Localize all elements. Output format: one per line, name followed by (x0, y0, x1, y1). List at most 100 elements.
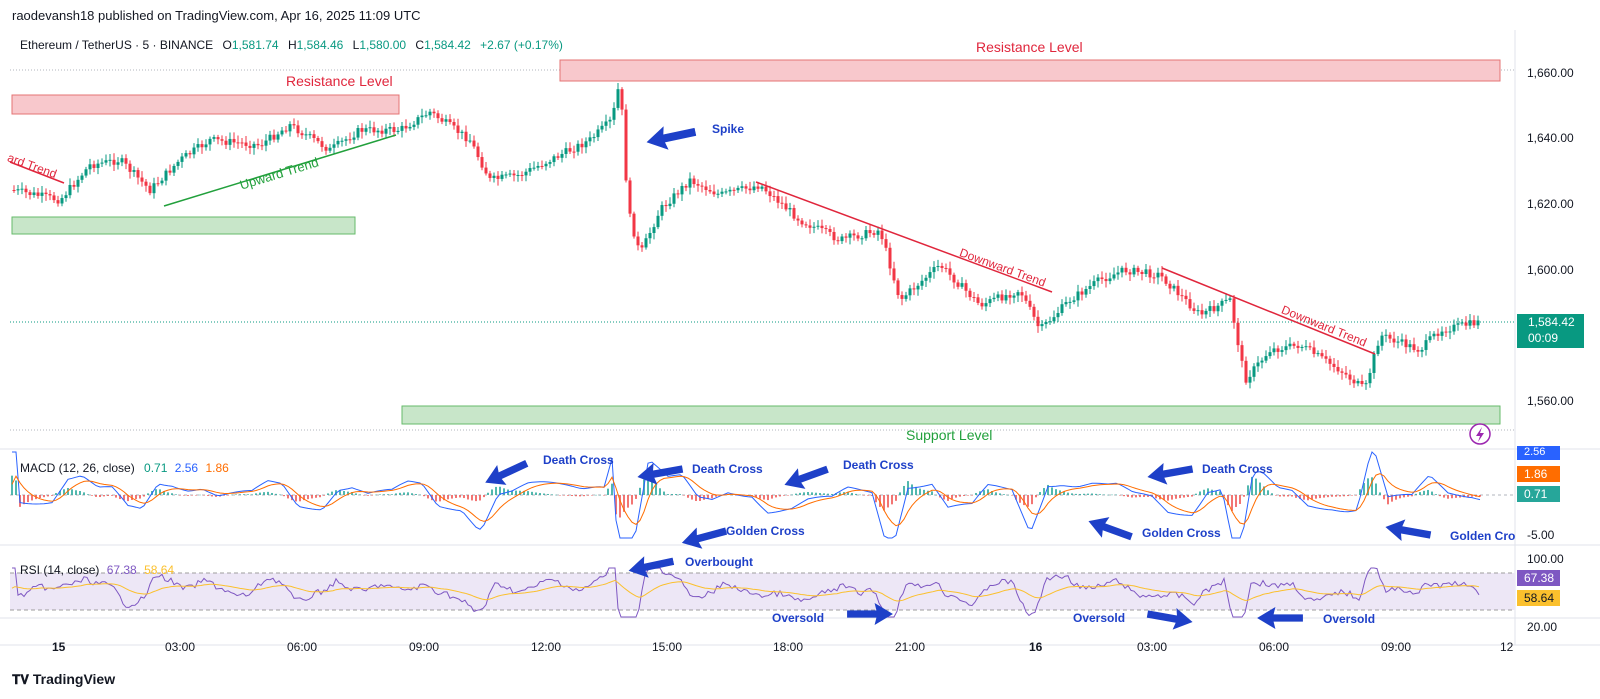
macd-hist-bar (1443, 495, 1445, 498)
resistance-zone-top[interactable] (559, 59, 1501, 82)
candle-body (612, 107, 616, 120)
macd-hist-bar (367, 495, 369, 496)
macd-hist-bar (103, 495, 105, 497)
macd-hist-bar (1011, 495, 1013, 496)
candle-body (132, 170, 136, 172)
macd-hist-bar (1163, 495, 1165, 501)
candle-body (1356, 381, 1360, 384)
trendline-down-1[interactable] (755, 181, 1053, 293)
candle-body (672, 193, 676, 204)
macd-hist-bar (755, 495, 757, 498)
macd-hist-bar (883, 495, 885, 511)
candle-body (832, 231, 836, 241)
macd-hist-bar (1043, 488, 1045, 495)
candle-body (1012, 295, 1016, 298)
trend-lines[interactable] (9, 134, 1376, 355)
candle-body (292, 124, 296, 126)
macd-hist-bar (203, 495, 205, 496)
candle-body (284, 130, 288, 132)
macd-hist-bar (1279, 495, 1281, 497)
candle-body (600, 125, 604, 130)
candle-body (724, 191, 728, 193)
candle-body (1400, 339, 1404, 342)
macd-hist-bar (503, 488, 505, 495)
candle-body (752, 186, 756, 191)
rsi-legend[interactable]: RSI (14, close) 67.38 58.64 (20, 563, 174, 577)
macd-hist-bar (1191, 495, 1193, 497)
macd-hist-bar (1035, 495, 1037, 498)
candle-body (868, 230, 872, 234)
support-zone[interactable] (401, 405, 1501, 425)
macd-hist-bar (87, 494, 89, 495)
macd-hist-bar (547, 493, 549, 495)
macd-hist-bar (1351, 495, 1353, 496)
macd-hist-bar (823, 493, 825, 495)
macd-hist-bar (115, 495, 117, 498)
macd-hist-bar (243, 494, 245, 495)
macd-hist-bar (1063, 491, 1065, 495)
candle-body (376, 130, 380, 133)
rsi-ma-value: 58.64 (144, 563, 175, 577)
candle-body (756, 186, 760, 189)
candle-body (1148, 269, 1152, 278)
macd-hist-bar (99, 495, 101, 498)
candle-body (164, 170, 168, 181)
trendline-down-left[interactable] (9, 161, 65, 184)
candle-body (744, 186, 748, 189)
support-zone-left[interactable] (11, 216, 356, 235)
macd-hist-bar (659, 488, 661, 495)
candle-body (340, 140, 344, 142)
macd-hist-bar (1363, 483, 1365, 495)
macd-hist-bar (991, 491, 993, 495)
macd-hist-bar (1055, 489, 1057, 495)
symbol-name[interactable]: Ethereum / TetherUS · 5 · BINANCE (20, 38, 214, 52)
change-value: +2.67 (+0.17%) (480, 38, 563, 52)
candle-body (1364, 383, 1368, 385)
candle-body (1268, 352, 1272, 357)
candle-body (384, 128, 388, 134)
price-tick: 1,560.00 (1527, 394, 1574, 408)
candle-body (1264, 356, 1268, 361)
candle-body (848, 233, 852, 238)
macd-hist-bar (935, 494, 937, 496)
candle-body (776, 196, 780, 203)
trendline-up[interactable] (163, 134, 397, 207)
rsi-axis-badge: 67.38 (1524, 571, 1555, 585)
macd-hist-bar (923, 489, 925, 495)
candle-body (660, 205, 664, 216)
candle-body (180, 156, 184, 162)
macd-hist-bar (423, 495, 425, 497)
candle-body (932, 267, 936, 273)
macd-hist-bar (1123, 495, 1125, 497)
candle-body (996, 294, 1000, 298)
symbol-legend[interactable]: Ethereum / TetherUS · 5 · BINANCE O1,581… (20, 38, 563, 52)
close-label: C (415, 38, 425, 52)
macd-legend[interactable]: MACD (12, 26, close) 0.71 2.56 1.86 (20, 461, 229, 475)
time-tick: 16 (1029, 640, 1043, 654)
tradingview-logo[interactable]: 𝐓𝐕 TradingView (12, 671, 115, 688)
lightning-icon-glyph (1476, 427, 1484, 442)
macd-hist-bar (903, 485, 905, 495)
candle-body (556, 156, 560, 158)
candle-body (1420, 349, 1424, 352)
macd-hist-bar (1039, 492, 1041, 495)
candle-body (228, 138, 232, 145)
candle-body (236, 142, 240, 144)
macd-hist-bar (1403, 495, 1405, 498)
candle-body (1408, 344, 1412, 348)
candle-body (452, 122, 456, 126)
candle-body (1132, 267, 1136, 275)
candle-body (1172, 285, 1176, 289)
candle-body (664, 205, 668, 207)
candle-body (64, 195, 68, 199)
macd-hist-bar (647, 473, 649, 495)
macd-hist-bar (1095, 493, 1097, 495)
trendline-down-2[interactable] (1161, 267, 1376, 355)
macd-hist-bar (399, 492, 401, 495)
resistance-zone-left[interactable] (11, 94, 400, 115)
macd-hist-bar (1127, 495, 1129, 497)
candle-body (652, 227, 656, 234)
candle-body (908, 288, 912, 296)
candle-body (40, 192, 44, 196)
